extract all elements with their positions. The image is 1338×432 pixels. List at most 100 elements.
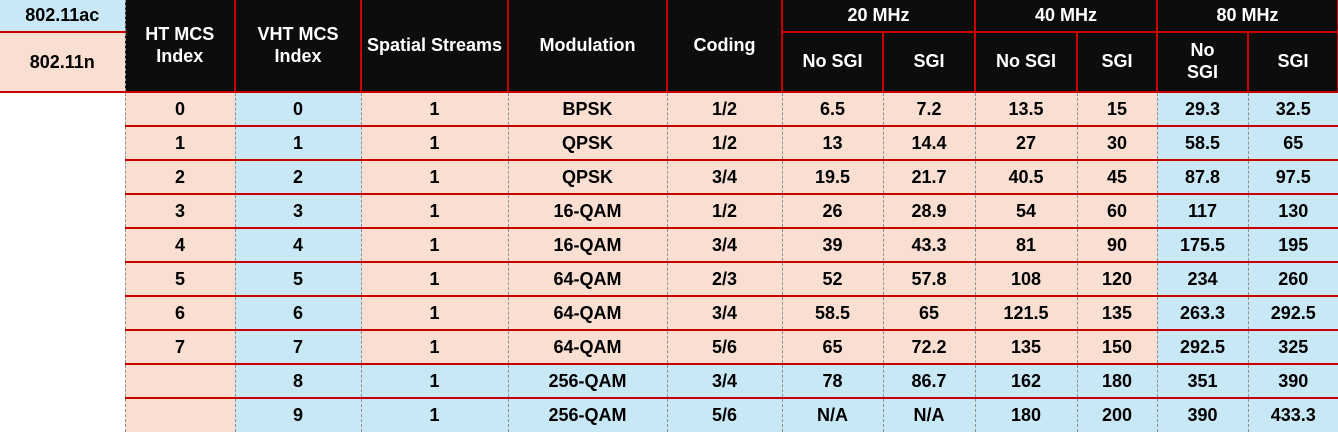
table-row: 2 2 1 QPSK 3/4 19.5 21.7 40.5 45 87.8 97.5 <box>0 159 1338 194</box>
cell-vht_mcs: 4 <box>234 227 361 262</box>
legend-80211n: 802.11n <box>0 32 126 93</box>
table-body: 0 0 1 BPSK 1/2 6.5 7.2 13.5 15 29.3 32.5 1 1 1 QPSK 1/2… <box>0 91 1338 432</box>
col-header-40mhz-no-sgi: No SGI <box>974 31 1079 93</box>
cell-mbps_40_sgi: 150 <box>1076 329 1158 364</box>
cell-spatial_streams: 1 <box>360 193 508 228</box>
cell-mbps_40_sgi: 60 <box>1076 193 1158 228</box>
cell-ht_mcs: 0 <box>124 91 235 126</box>
left-margin-cell <box>0 92 125 126</box>
cell-mbps_20_no_sgi: 6.5 <box>781 91 883 126</box>
cell-mbps_40_no_sgi: 121.5 <box>974 295 1078 330</box>
col-header-coding: Coding <box>666 0 783 93</box>
cell-modulation: 256-QAM <box>507 397 667 432</box>
cell-mbps_80_sgi: 195 <box>1247 227 1338 262</box>
cell-mbps_20_sgi: 86.7 <box>882 363 976 398</box>
table-row: 1 1 1 QPSK 1/2 13 14.4 27 30 58.5 65 <box>0 125 1338 160</box>
cell-coding: 3/4 <box>666 363 782 398</box>
cell-modulation: QPSK <box>507 125 667 160</box>
table-header: 802.11ac HT MCS Index VHT MCS Index Spat… <box>0 0 1338 93</box>
cell-mbps_40_no_sgi: 108 <box>974 261 1078 296</box>
left-margin-cell <box>0 364 125 398</box>
cell-mbps_80_sgi: 32.5 <box>1247 91 1338 126</box>
table-row: 9 1 256-QAM 5/6 N/A N/A 180 200 390 433.3 <box>0 397 1338 432</box>
legend-80211ac: 802.11ac <box>0 0 126 33</box>
cell-mbps_80_sgi: 97.5 <box>1247 159 1338 194</box>
cell-vht_mcs: 9 <box>234 397 361 432</box>
col-header-modulation: Modulation <box>507 0 668 93</box>
left-margin-cell <box>0 296 125 330</box>
cell-modulation: 16-QAM <box>507 193 667 228</box>
group-header-20mhz: 20 MHz <box>780 0 977 33</box>
table-row: 5 5 1 64-QAM 2/3 52 57.8 108 120 234 260 <box>0 261 1338 296</box>
table-row: 7 7 1 64-QAM 5/6 65 72.2 135 150 292.5 325 <box>0 329 1338 364</box>
cell-mbps_40_sgi: 180 <box>1076 363 1158 398</box>
cell-mbps_20_no_sgi: 58.5 <box>781 295 883 330</box>
table-row: 0 0 1 BPSK 1/2 6.5 7.2 13.5 15 29.3 32.5 <box>0 91 1338 126</box>
cell-coding: 5/6 <box>666 329 782 364</box>
cell-coding: 5/6 <box>666 397 782 432</box>
cell-spatial_streams: 1 <box>360 363 508 398</box>
cell-spatial_streams: 1 <box>360 125 508 160</box>
cell-mbps_40_sgi: 200 <box>1076 397 1158 432</box>
table-row: 8 1 256-QAM 3/4 78 86.7 162 180 351 390 <box>0 363 1338 398</box>
cell-mbps_20_no_sgi: 52 <box>781 261 883 296</box>
col-header-vht-mcs-index: VHT MCS Index <box>234 0 362 93</box>
cell-mbps_80_sgi: 325 <box>1247 329 1338 364</box>
cell-vht_mcs: 6 <box>234 295 361 330</box>
cell-mbps_40_no_sgi: 135 <box>974 329 1078 364</box>
header-row-groups: 802.11ac HT MCS Index VHT MCS Index Spat… <box>0 0 1338 93</box>
cell-mbps_40_no_sgi: 27 <box>974 125 1078 160</box>
cell-mbps_20_no_sgi: 78 <box>781 363 883 398</box>
cell-ht_mcs: 1 <box>124 125 235 160</box>
cell-ht_mcs <box>124 363 235 398</box>
cell-mbps_20_no_sgi: 65 <box>781 329 883 364</box>
cell-mbps_80_no_sgi: 390 <box>1156 397 1249 432</box>
cell-ht_mcs: 3 <box>124 193 235 228</box>
cell-mbps_80_no_sgi: 263.3 <box>1156 295 1249 330</box>
cell-modulation: BPSK <box>507 91 667 126</box>
cell-mbps_20_sgi: 72.2 <box>882 329 976 364</box>
cell-spatial_streams: 1 <box>360 329 508 364</box>
cell-mbps_80_sgi: 433.3 <box>1247 397 1338 432</box>
cell-mbps_20_no_sgi: 13 <box>781 125 883 160</box>
cell-modulation: 64-QAM <box>507 261 667 296</box>
group-header-80mhz: 80 MHz <box>1156 0 1338 33</box>
cell-mbps_40_no_sgi: 40.5 <box>974 159 1078 194</box>
cell-modulation: 256-QAM <box>507 363 667 398</box>
cell-modulation: 16-QAM <box>507 227 667 262</box>
col-header-spatial-streams: Spatial Streams <box>360 0 509 93</box>
cell-mbps_20_sgi: 14.4 <box>882 125 976 160</box>
left-margin-cell <box>0 194 125 228</box>
cell-mbps_80_no_sgi: 58.5 <box>1156 125 1249 160</box>
cell-mbps_20_sgi: 28.9 <box>882 193 976 228</box>
cell-mbps_40_sgi: 90 <box>1076 227 1158 262</box>
cell-mbps_80_sgi: 65 <box>1247 125 1338 160</box>
cell-vht_mcs: 1 <box>234 125 361 160</box>
cell-mbps_20_sgi: 21.7 <box>882 159 976 194</box>
table-row: 3 3 1 16-QAM 1/2 26 28.9 54 60 117 130 <box>0 193 1338 228</box>
cell-mbps_20_sgi: 43.3 <box>882 227 976 262</box>
left-margin-cell <box>0 262 125 296</box>
cell-ht_mcs <box>124 397 235 432</box>
table-row: 6 6 1 64-QAM 3/4 58.5 65 121.5 135 263.3 292.5 <box>0 295 1338 330</box>
cell-mbps_80_no_sgi: 117 <box>1156 193 1249 228</box>
cell-mbps_40_sgi: 135 <box>1076 295 1158 330</box>
left-margin-cell <box>0 330 125 364</box>
cell-mbps_80_sgi: 130 <box>1247 193 1338 228</box>
cell-coding: 1/2 <box>666 125 782 160</box>
col-header-80mhz-sgi: SGI <box>1247 31 1338 93</box>
cell-mbps_20_sgi: 7.2 <box>882 91 976 126</box>
cell-mbps_40_no_sgi: 162 <box>974 363 1078 398</box>
cell-spatial_streams: 1 <box>360 397 508 432</box>
cell-coding: 3/4 <box>666 227 782 262</box>
cell-modulation: 64-QAM <box>507 295 667 330</box>
col-header-20mhz-no-sgi: No SGI <box>781 31 884 93</box>
cell-mbps_80_no_sgi: 234 <box>1156 261 1249 296</box>
cell-mbps_20_sgi: N/A <box>882 397 976 432</box>
cell-ht_mcs: 6 <box>124 295 235 330</box>
cell-ht_mcs: 7 <box>124 329 235 364</box>
cell-mbps_80_sgi: 260 <box>1247 261 1338 296</box>
cell-mbps_40_no_sgi: 180 <box>974 397 1078 432</box>
cell-mbps_40_sgi: 15 <box>1076 91 1158 126</box>
